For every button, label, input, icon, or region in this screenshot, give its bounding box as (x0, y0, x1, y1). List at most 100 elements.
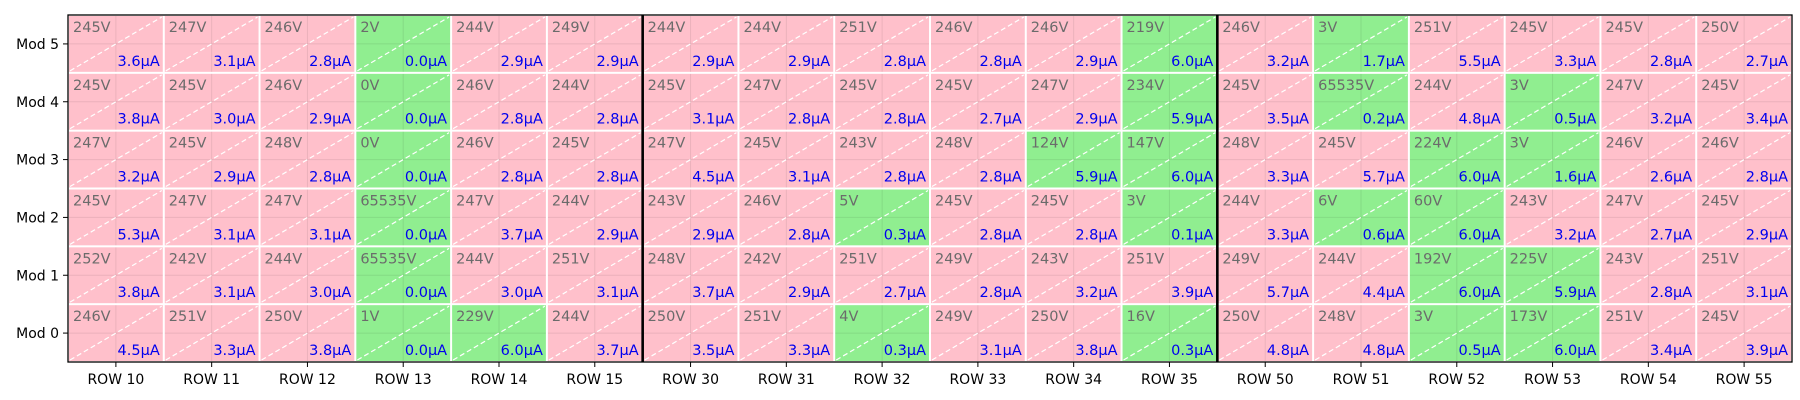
cell-voltage: 246V (73, 309, 111, 325)
x-tick-label: ROW 33 (949, 372, 1006, 388)
cell-current: 3.4µA (1650, 343, 1692, 359)
cell-voltage: 2V (360, 20, 379, 36)
cell-diagonal (740, 247, 833, 303)
cell-voltage: 124V (1031, 136, 1069, 152)
cell-voltage: 249V (935, 309, 973, 325)
y-tick-label: Mod 3 (16, 153, 59, 169)
cell-current: 2.7µA (1650, 227, 1692, 243)
cell: 245V 3.6µA (69, 16, 163, 72)
cell-current: 2.8µA (980, 170, 1022, 186)
x-tick-label: ROW 50 (1237, 372, 1294, 388)
cell-voltage: 243V (648, 194, 686, 210)
cell-diagonal (740, 74, 833, 130)
cell-current: 4.4µA (1363, 285, 1405, 301)
cell-voltage: 4V (839, 309, 858, 325)
cell: 147V 6.0µA (1122, 131, 1217, 188)
cell-voltage: 248V (265, 136, 303, 152)
cell: 245V 2.8µA (835, 73, 929, 130)
cell-diagonal (1697, 247, 1791, 303)
cell-diagonal (452, 305, 546, 361)
cell-voltage: 243V (1031, 251, 1069, 267)
cell-diagonal (1697, 189, 1791, 245)
cell-voltage: 246V (1701, 136, 1739, 152)
cell-current: 0.0µA (405, 285, 447, 301)
cell-current: 0.3µA (884, 343, 926, 359)
cell-current: 5.9µA (1554, 285, 1596, 301)
cell-voltage: 246V (935, 20, 973, 36)
cell-diagonal (1219, 305, 1312, 361)
cell-voltage: 247V (456, 194, 494, 210)
cell-voltage: 246V (456, 78, 494, 94)
cell: 251V 5.5µA (1409, 16, 1504, 72)
cell-diagonal (1697, 74, 1791, 130)
cell-voltage: 242V (743, 251, 781, 267)
cell-diagonal (1314, 247, 1408, 303)
cell-current: 3.0µA (309, 285, 351, 301)
cell-current: 0.3µA (884, 227, 926, 243)
cell-current: 3.3µA (213, 343, 255, 359)
cell-voltage: 250V (1701, 20, 1739, 36)
cell: 3V 1.7µA (1314, 16, 1408, 72)
cell-diagonal (1602, 247, 1695, 303)
cell-diagonal (1314, 189, 1408, 245)
cell-diagonal (357, 247, 450, 303)
cell: 245V 2.9µA (164, 131, 259, 188)
cell-current: 2.9µA (309, 112, 351, 128)
cell-voltage: 250V (1031, 309, 1069, 325)
cell: 245V 2.8µA (1026, 189, 1121, 246)
cell-current: 4.5µA (118, 343, 160, 359)
cell: 245V 3.8µA (69, 73, 163, 130)
cell-diagonal (931, 74, 1025, 130)
cell: 247V 3.1µA (164, 16, 259, 72)
x-tick-label: ROW 54 (1620, 372, 1677, 388)
cell-diagonal (1027, 16, 1120, 72)
cell: 2V 0.0µA (356, 16, 451, 72)
cell-voltage: 248V (648, 251, 686, 267)
cell-diagonal (357, 189, 450, 245)
cell-voltage: 245V (73, 20, 111, 36)
cell-current: 3.1µA (309, 227, 351, 243)
cell-current: 2.8µA (980, 285, 1022, 301)
cell-diagonal (931, 16, 1025, 72)
cell-diagonal (1697, 16, 1791, 72)
cell-current: 2.8µA (596, 170, 638, 186)
cell-voltage: 245V (648, 78, 686, 94)
cell: 229V 6.0µA (452, 305, 546, 361)
cell: 225V 5.9µA (1505, 247, 1600, 304)
cell-voltage: 65535V (360, 194, 416, 210)
cell-diagonal (69, 247, 163, 303)
cell: 243V 2.9µA (643, 189, 738, 246)
cell-voltage: 3V (1510, 136, 1529, 152)
cell-current: 0.0µA (405, 170, 447, 186)
cell-current: 3.0µA (501, 285, 543, 301)
cell: 247V 4.5µA (643, 131, 738, 188)
cell-current: 2.7µA (884, 285, 926, 301)
cell-current: 3.5µA (1267, 112, 1309, 128)
cell-current: 2.7µA (980, 112, 1022, 128)
cell-voltage: 247V (1605, 194, 1643, 210)
cell: 251V 2.8µA (835, 16, 929, 72)
cell-diagonal (1506, 305, 1599, 361)
cell-current: 2.6µA (1650, 170, 1692, 186)
cell-voltage: 250V (1222, 309, 1260, 325)
cell: 173V 6.0µA (1505, 305, 1600, 361)
cell-voltage: 251V (1605, 309, 1643, 325)
cell-voltage: 251V (839, 251, 877, 267)
cell-voltage: 65535V (360, 251, 416, 267)
cell-current: 2.9µA (1746, 227, 1788, 243)
cell: 247V 3.1µA (260, 189, 355, 246)
cell-voltage: 243V (839, 136, 877, 152)
cell-voltage: 245V (1701, 309, 1739, 325)
cell: 245V 5.7µA (1314, 131, 1408, 188)
x-tick-label: ROW 34 (1045, 372, 1102, 388)
cell-current: 6.0µA (1171, 54, 1213, 70)
cell-current: 4.5µA (692, 170, 734, 186)
cell: 251V 3.3µA (739, 305, 834, 361)
cell: 249V 3.1µA (931, 305, 1025, 361)
cell-current: 4.8µA (1267, 343, 1309, 359)
cell-diagonal (357, 16, 450, 72)
cell-current: 0.5µA (1554, 112, 1596, 128)
cell-voltage: 173V (1510, 309, 1548, 325)
cell: 246V 2.9µA (260, 73, 355, 130)
cell-current: 3.9µA (1171, 285, 1213, 301)
